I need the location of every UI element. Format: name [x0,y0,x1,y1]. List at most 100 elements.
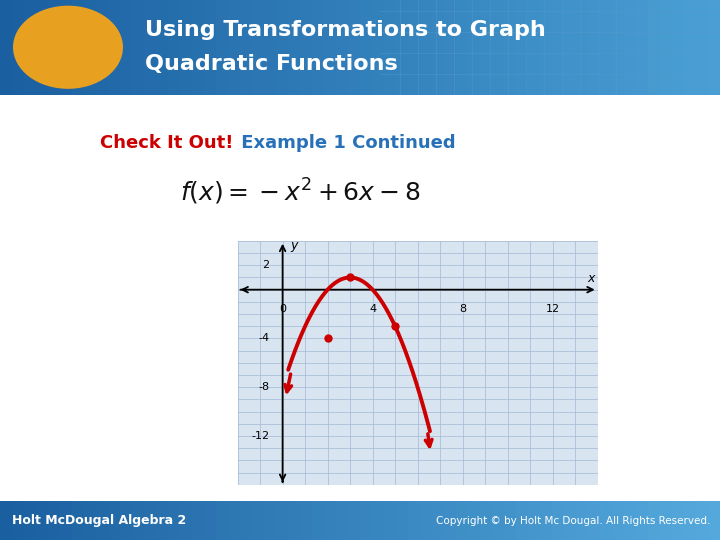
Bar [672,501,684,540]
Bar [168,501,180,540]
Bar [492,501,504,540]
Bar [180,501,192,540]
Text: Copyright © by Holt Mc Dougal. All Rights Reserved.: Copyright © by Holt Mc Dougal. All Right… [436,516,710,525]
Bar [240,501,252,540]
Bar [60,0,72,94]
Bar [684,0,696,94]
Bar [72,501,84,540]
Bar [528,501,540,540]
Text: Holt McDougal Algebra 2: Holt McDougal Algebra 2 [12,514,186,527]
Bar [684,501,696,540]
Bar [396,0,408,94]
Bar [96,501,108,540]
Bar [420,501,432,540]
Bar [204,0,216,94]
Text: 4: 4 [369,305,376,314]
Bar [600,501,612,540]
Bar [600,0,612,94]
Bar [240,0,252,94]
Bar [672,0,684,94]
Bar [516,501,528,540]
Bar [180,0,192,94]
Bar [624,501,636,540]
Bar [696,0,708,94]
Text: Using Transformations to Graph: Using Transformations to Graph [145,20,546,40]
Bar [216,501,228,540]
Text: Example 1 Continued: Example 1 Continued [235,134,456,152]
Bar [72,0,84,94]
Bar [12,501,24,540]
Bar [360,501,372,540]
Bar [96,0,108,94]
Text: Check It Out!: Check It Out! [100,134,233,152]
Bar [708,0,720,94]
Bar [12,0,24,94]
Bar [564,501,576,540]
Bar [636,0,648,94]
Bar [336,501,348,540]
Bar [156,501,168,540]
Bar [0,501,12,540]
Text: x: x [588,272,595,285]
Bar [48,0,60,94]
Bar [456,501,468,540]
Bar [696,501,708,540]
Bar [444,501,456,540]
Text: 0: 0 [279,305,286,314]
Text: $f(x) = -x^2 + 6x - 8$: $f(x) = -x^2 + 6x - 8$ [180,177,420,207]
Text: -4: -4 [258,334,269,343]
Bar [108,501,120,540]
Bar [336,0,348,94]
Bar [444,0,456,94]
Bar [324,501,336,540]
Bar [0,0,12,94]
Bar [60,501,72,540]
Bar [228,501,240,540]
Bar [276,0,288,94]
Text: -12: -12 [251,431,269,441]
Bar [504,501,516,540]
Bar [288,0,300,94]
Bar [300,501,312,540]
Bar [432,0,444,94]
Bar [252,0,264,94]
Bar [36,501,48,540]
Bar [588,0,600,94]
Bar [660,501,672,540]
Bar [300,0,312,94]
Bar [384,0,396,94]
Bar [48,501,60,540]
Text: 8: 8 [459,305,466,314]
Bar [516,0,528,94]
Bar [480,501,492,540]
Bar [288,501,300,540]
Bar [216,0,228,94]
Bar [708,501,720,540]
Text: -8: -8 [258,382,269,392]
Bar [84,0,96,94]
Bar [576,0,588,94]
Bar [420,0,432,94]
Bar [192,0,204,94]
Bar [228,0,240,94]
Bar [324,0,336,94]
Bar [132,501,144,540]
Bar [348,0,360,94]
Bar [84,501,96,540]
Bar [540,0,552,94]
Bar [264,0,276,94]
Bar [24,0,36,94]
Bar [36,0,48,94]
Bar [504,0,516,94]
Bar [660,0,672,94]
Bar [624,0,636,94]
Bar [468,0,480,94]
Bar [564,0,576,94]
Text: y: y [290,239,297,252]
Bar [144,0,156,94]
Bar [648,501,660,540]
Bar [576,501,588,540]
Bar [468,501,480,540]
Bar [552,501,564,540]
Bar [156,0,168,94]
